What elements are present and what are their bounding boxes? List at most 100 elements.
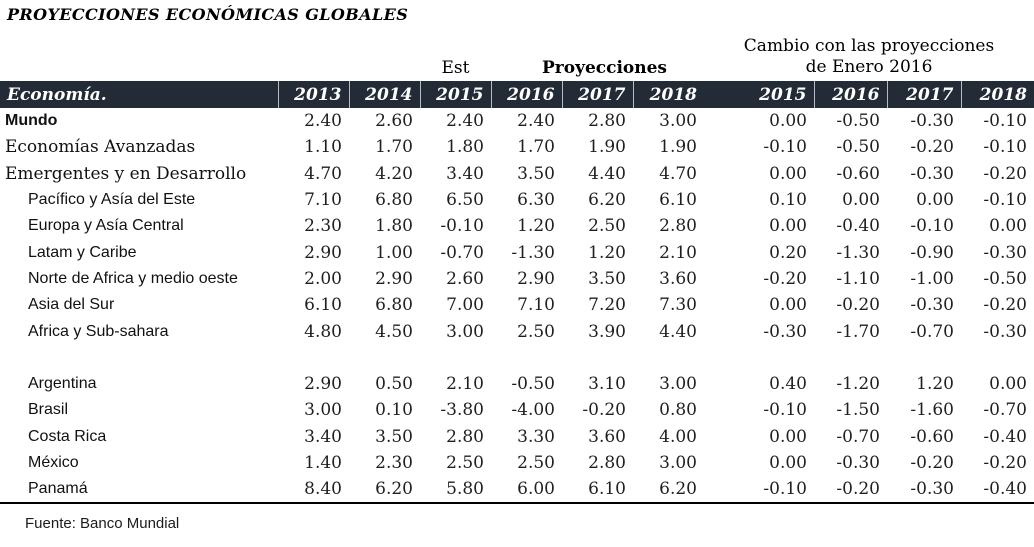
value-cell: 6.20 [349,476,420,505]
row-label: Mundo [5,112,58,130]
value-cell: 2.80 [446,426,484,447]
table-row-asia-del-sur: Asia del Sur 6.10 6.80 7.00 7.10 7.20 7.… [0,292,1034,318]
projections-table: Est Proyecciones Cambio con las proyecci… [0,27,1034,505]
value-cell: 7.10 [304,190,342,211]
value-cell: 1.70 [517,137,555,158]
value-cell: 2.30 [304,216,342,237]
value-cell: 6.50 [446,190,484,211]
value-cell: -0.60 [836,163,880,184]
row-label: Panamá [0,476,278,505]
column-header-cambio-year: 2018 [960,81,1034,108]
value-cell: 0.20 [769,242,807,263]
value-cell: 4.40 [588,163,626,184]
value-cell: 6.20 [633,476,704,505]
value-cell: 1.80 [446,137,484,158]
row-label: Asia del Sur [28,296,115,314]
value-cell: 3.00 [659,111,697,132]
value-cell: -1.50 [836,400,880,421]
value-cell: 2.90 [304,242,342,263]
value-cell: 4.70 [304,163,342,184]
column-header-row: Economía. 2013 2014 2015 2016 2017 2018 … [0,81,1034,108]
gap-cell [704,239,740,265]
table-row-africa-subsahara: Africa y Sub-sahara 4.80 4.50 3.00 2.50 … [0,318,1034,344]
value-cell: -0.20 [983,163,1027,184]
value-cell: -0.30 [763,321,807,342]
column-header-year: 2016 [490,81,562,108]
value-cell: 3.00 [659,453,697,473]
value-cell: 3.00 [446,321,484,342]
column-header-year: 2014 [348,81,420,108]
value-cell: -1.70 [836,321,880,342]
value-cell: 1.90 [659,137,697,158]
value-cell: 1.20 [517,216,555,237]
value-cell: -1.30 [836,242,880,263]
value-cell: 2.40 [446,111,484,132]
value-cell: 2.50 [446,453,484,473]
value-cell: 6.20 [588,190,626,211]
value-cell: -0.30 [887,476,961,505]
value-cell: 3.40 [304,426,342,447]
table-row-mexico: México 1.40 2.30 2.50 2.50 2.80 3.00 0.0… [0,450,1034,476]
value-cell: 3.40 [446,163,484,184]
gap-cell [704,397,740,423]
row-label: Costa Rica [28,427,107,445]
value-cell: -0.20 [910,453,954,473]
value-cell: 0.50 [375,374,413,395]
table-row-panama: Panamá 8.40 6.20 5.80 6.00 6.10 6.20 -0.… [0,476,1034,505]
value-cell: 2.80 [588,111,626,132]
value-cell: 3.60 [659,268,697,289]
value-cell: 2.40 [304,111,342,132]
value-cell: -0.20 [910,137,954,158]
value-cell: -0.40 [961,476,1034,505]
table-row-costa-rica: Costa Rica 3.40 3.50 2.80 3.30 3.60 4.00… [0,424,1034,450]
table-row-norte-africa: Norte de Africa y medio oeste 2.00 2.90 … [0,266,1034,292]
value-cell: 7.00 [446,295,484,316]
value-cell: 6.10 [562,476,633,505]
value-cell: 2.10 [659,242,697,263]
value-cell: 0.00 [916,190,954,211]
column-header-year: 2017 [561,81,633,108]
gap-cell [704,450,740,476]
value-cell: 0.40 [769,374,807,395]
value-cell: 1.80 [375,216,413,237]
value-cell: -0.30 [983,242,1027,263]
value-cell: 6.10 [304,295,342,316]
value-cell: -0.50 [983,268,1027,289]
table-row-argentina: Argentina 2.90 0.50 2.10 -0.50 3.10 3.00… [0,371,1034,397]
column-header-cambio-year: 2016 [813,81,887,108]
value-cell: 0.00 [842,190,880,211]
group-header-row: Est Proyecciones Cambio con las proyecci… [0,27,1034,81]
gap-cell [704,108,740,134]
value-cell: 6.10 [659,190,697,211]
value-cell: -0.10 [910,216,954,237]
column-header-gap [704,81,740,108]
value-cell: 3.00 [304,400,342,421]
table-row-economias-avanzadas: Economías Avanzadas 1.10 1.70 1.80 1.70 … [0,134,1034,160]
column-header-year: 2013 [277,81,349,108]
row-label: Emergentes y en Desarrollo [5,163,247,184]
table-row-mundo: Mundo 2.40 2.60 2.40 2.40 2.80 3.00 0.00… [0,108,1034,134]
spacer-row [0,345,1034,371]
value-cell: 2.50 [517,453,555,473]
value-cell: -3.80 [440,400,484,421]
gap-cell [704,187,740,213]
value-cell: 2.80 [588,453,626,473]
value-cell: -0.30 [910,295,954,316]
row-label: Pacífico y Asía del Este [28,191,196,209]
value-cell: 1.20 [916,374,954,395]
value-cell: -0.50 [836,111,880,132]
gap-cell [704,292,740,318]
value-cell: -0.20 [763,268,807,289]
value-cell: 6.80 [375,190,413,211]
row-label: Norte de Africa y medio oeste [28,269,238,287]
value-cell: 1.90 [588,137,626,158]
value-cell: -0.60 [910,426,954,447]
value-cell: -0.30 [836,453,880,473]
value-cell: 7.10 [517,295,555,316]
value-cell: -0.70 [836,426,880,447]
value-cell: 0.80 [659,400,697,421]
value-cell: -0.30 [910,163,954,184]
value-cell: -0.50 [511,374,555,395]
value-cell: 6.30 [517,190,555,211]
